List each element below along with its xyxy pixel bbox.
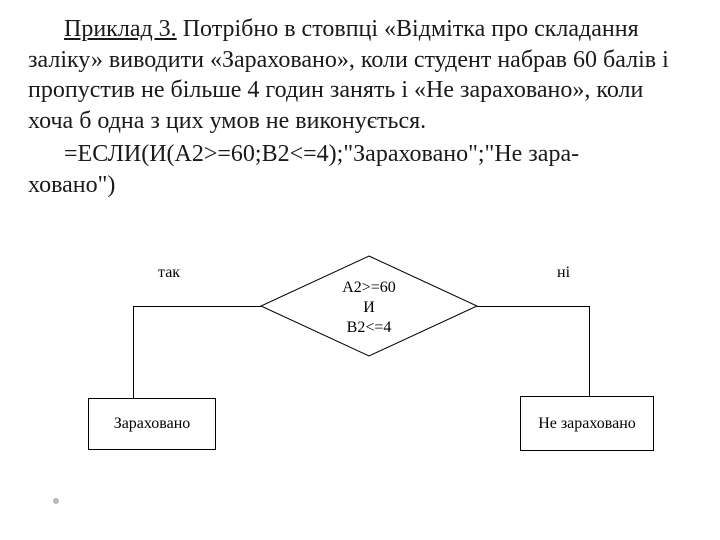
example-title: Приклад 3. [64,16,177,42]
decision-text: A2>=60ИB2<=4 [309,278,429,338]
edge-left-v [133,306,134,398]
decision-diamond [0,240,1,241]
flowchart: A2>=60ИB2<=4 так ні Зараховано Не зарахо… [0,240,720,540]
formula-line-2: ховано") [28,172,115,198]
formula: =ЕСЛИ(И(A2>=60;B2<=4);"Зараховано";"Не з… [28,139,692,200]
label-no: ні [557,264,570,282]
result-box-yes: Зараховано [88,398,216,450]
formula-line-1: =ЕСЛИ(И(A2>=60;B2<=4);"Зараховано";"Не з… [64,141,579,167]
paragraph: Приклад 3. Потрібно в стовпці «Відмітка … [28,14,692,200]
edge-right-v [589,306,590,396]
label-yes: так [158,264,180,282]
edge-left-h [133,306,261,307]
edge-right-h [477,306,589,307]
page: Приклад 3. Потрібно в стовпці «Відмітка … [0,0,720,540]
slide-bullet [53,498,59,504]
result-box-no: Не зараховано [520,396,654,451]
